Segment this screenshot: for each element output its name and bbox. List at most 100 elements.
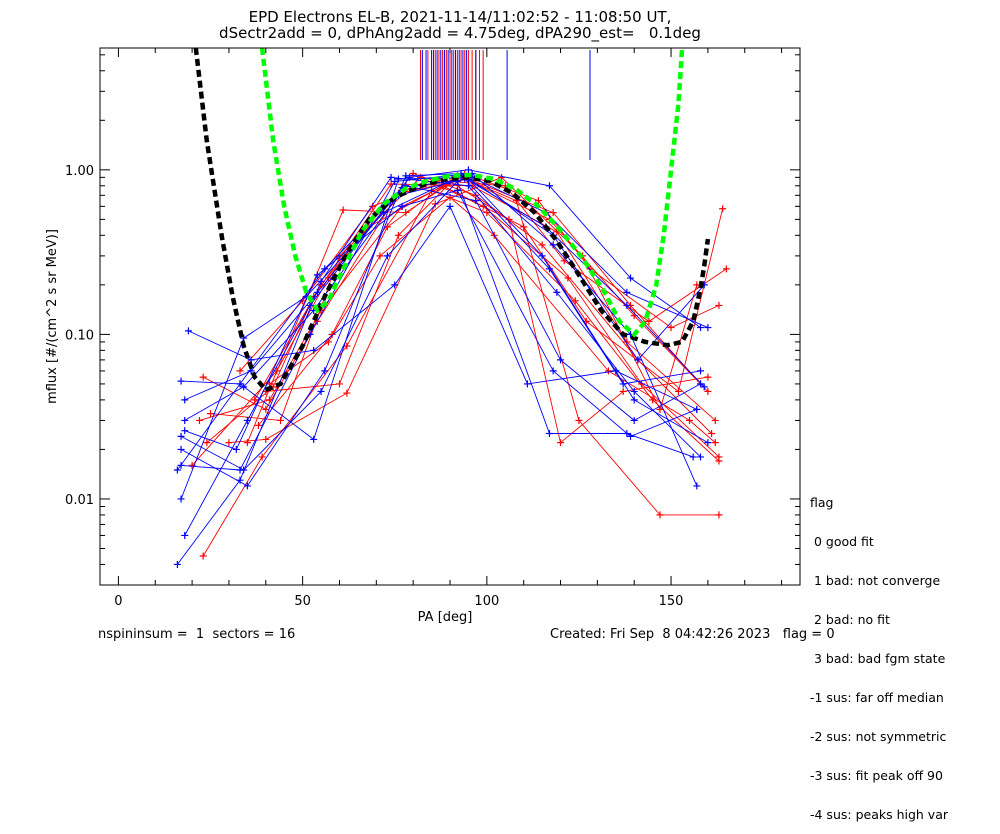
legend-item: -2 sus: not symmetric [810,729,947,744]
red-data-point [715,511,723,519]
red-data-point [335,380,343,388]
red-data-point [262,435,270,443]
red-data-point [203,439,211,447]
blue-data-point [545,429,553,437]
blue-data-point [545,182,553,190]
legend-item: 0 good fit [810,534,874,549]
legend-title: flag [810,495,834,510]
red-series-line [228,176,698,444]
blue-data-point [557,356,565,364]
blue-data-point [317,277,325,285]
blue-data-point [523,380,531,388]
red-data-point [604,367,612,375]
red-series-line [246,172,720,443]
blue-data-point [398,202,406,210]
blue-data-point [387,173,395,181]
blue-data-point [310,435,318,443]
blue-data-point [173,560,181,568]
green-fit-curve [259,48,685,338]
red-data-point [254,421,262,429]
blue-data-point [306,301,314,309]
blue-series-line [177,176,709,471]
blue-data-point [704,324,712,332]
red-data-point [199,552,207,560]
blue-series-line [180,175,705,500]
blue-data-point [313,288,321,296]
blue-data-point [391,281,399,289]
chart-title-line-1: EPD Electrons EL-B, 2021-11-14/11:02:52 … [248,8,672,26]
red-data-point [339,206,347,214]
red-data-point [575,416,583,424]
blue-data-point [177,445,185,453]
red-data-point [711,416,719,424]
red-data-point [557,439,565,447]
blue-data-point [697,453,705,461]
blue-data-point [464,182,472,190]
red-data-point [324,338,332,346]
footer-right-text: Created: Fri Sep 8 04:42:26 2023 flag = … [550,627,835,642]
red-data-point [402,209,410,217]
blue-series-line [180,173,705,487]
red-data-point [534,197,542,205]
red-data-point [715,457,723,465]
x-tick-label: 100 [474,594,499,609]
red-data-point [645,317,653,325]
blue-data-point [464,166,472,174]
y-tick-label: 0.01 [65,493,94,508]
red-data-point [195,416,203,424]
y-tick-label: 0.10 [65,328,94,343]
blue-data-point [623,429,631,437]
red-data-point [549,209,557,217]
blue-data-point [232,445,240,453]
red-data-point [656,511,664,519]
blue-data-point [181,396,189,404]
blue-data-point [697,380,705,388]
red-series-line [206,183,716,443]
blue-data-point [553,288,561,296]
blue-series-line [180,180,694,471]
blue-data-point [704,439,712,447]
footer-left-text: nspininsum = 1 sectors = 16 [98,627,296,642]
blue-data-point [181,416,189,424]
blue-data-point [383,252,391,260]
red-data-point [704,373,712,381]
red-data-point [277,416,285,424]
legend-item: 2 bad: no fit [810,612,890,627]
red-data-point [708,429,716,437]
legend-item: -4 sus: peaks high var [810,807,949,822]
red-data-point [376,252,384,260]
blue-series-line [181,185,701,421]
blue-data-point [317,387,325,395]
red-data-point [704,387,712,395]
legend-item: 1 bad: not converge [810,573,941,588]
red-data-point [369,202,377,210]
x-tick-label: 0 [114,594,122,609]
blue-data-point [630,387,638,395]
blue-data-point [549,241,557,249]
red-data-point [343,389,351,397]
red-series-line [269,196,716,443]
chart-title-line-2: dSectr2add = 0, dPhAng2add = 4.75deg, dP… [219,24,701,42]
blue-data-point [177,495,185,503]
blue-data-point [394,175,402,183]
red-data-point [236,367,244,375]
blue-data-point [693,482,701,490]
blue-data-point [623,288,631,296]
blue-data-point [321,367,329,375]
red-data-point [328,330,336,338]
y-axis-label: mflux [#/(cm^2 s sr MeV)] [45,229,60,404]
red-series-line [265,175,719,516]
blue-data-point [243,482,251,490]
red-data-point [431,200,439,208]
blue-data-point [689,453,697,461]
black-fit-curve [193,48,711,393]
blue-data-point [310,346,318,354]
blue-series-line [184,169,701,536]
red-data-point [685,416,693,424]
red-data-point [199,373,207,381]
x-axis-label: PA [deg] [418,610,473,625]
blue-data-point [181,531,189,539]
blue-data-point [243,416,251,424]
blue-data-point [453,186,461,194]
blue-data-point [630,416,638,424]
